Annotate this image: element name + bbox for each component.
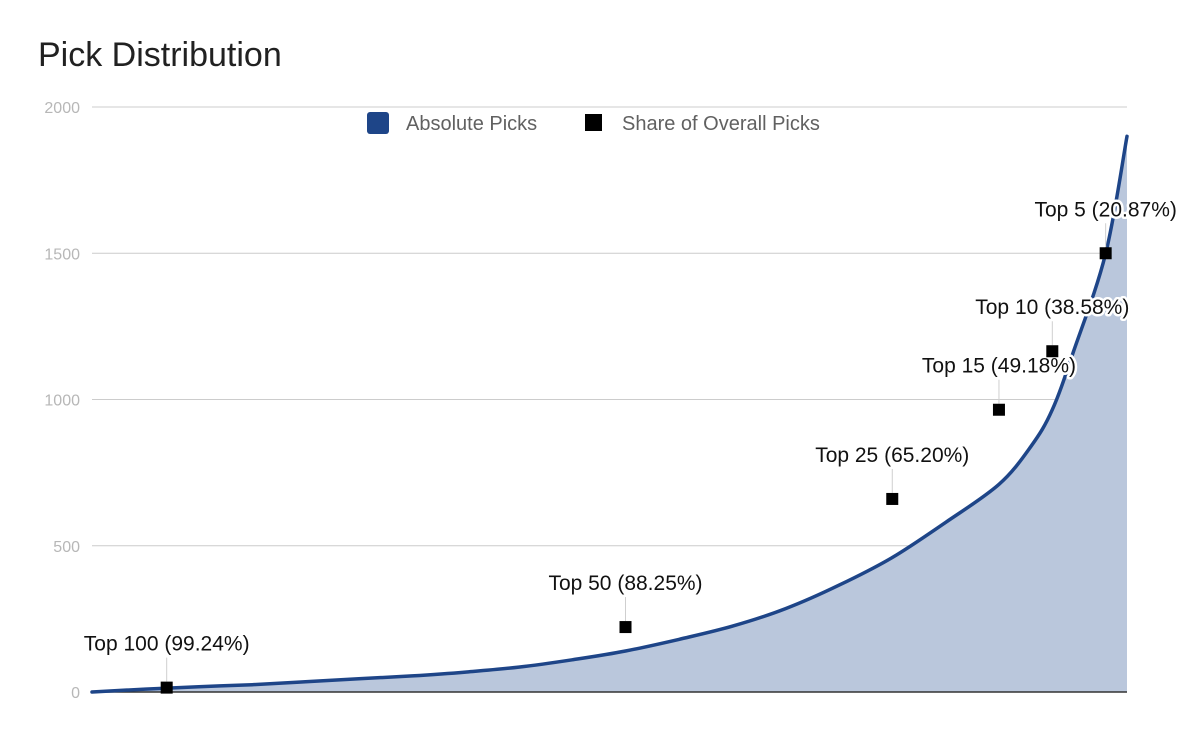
y-tick-label: 1500: [44, 246, 80, 263]
series-line-absolute-picks: [90, 134, 1129, 694]
marker-label: Top 10 (38.58%): [975, 296, 1129, 319]
marker-label: Top 50 (88.25%): [548, 572, 702, 595]
y-tick-label: 500: [53, 539, 80, 556]
marker-group: Top 25 (65.20%): [813, 441, 972, 505]
y-tick-label: 2000: [44, 100, 80, 117]
marker-point: [886, 492, 899, 505]
area-fill-absolute-picks: [92, 136, 1127, 693]
marker-point: [160, 681, 173, 694]
legend: Absolute Picks Share of Overall Picks: [367, 112, 820, 135]
marker-group: Top 10 (38.58%): [973, 294, 1132, 358]
marker-point: [1046, 345, 1059, 358]
marker-group: Top 5 (20.87%): [1032, 196, 1179, 260]
marker-point: [1099, 247, 1112, 260]
marker-label: Top 15 (49.18%): [922, 355, 1076, 378]
marker-label: Top 5 (20.87%): [1034, 198, 1176, 221]
legend-label-share-of-overall-picks: Share of Overall Picks: [622, 113, 820, 135]
marker-label: Top 100 (99.24%): [84, 633, 250, 656]
legend-swatch-absolute-picks: [367, 112, 389, 134]
marker-point: [992, 403, 1005, 416]
y-tick-label: 0: [71, 685, 80, 702]
marker-group: Top 100 (99.24%): [81, 630, 252, 694]
marker-label: Top 25 (65.20%): [815, 444, 969, 467]
marker-group: Top 50 (88.25%): [546, 570, 705, 634]
legend-label-absolute-picks: Absolute Picks: [406, 113, 537, 135]
area-layer: [90, 134, 1129, 694]
grid-lines: [92, 106, 1127, 547]
y-tick-label: 1000: [44, 393, 80, 410]
legend-swatch-share-of-overall-picks: [585, 114, 602, 131]
y-axis-ticks: 0 500 1000 1500 2000: [44, 100, 80, 702]
marker-point: [619, 621, 632, 634]
markers-layer: Top 100 (99.24%) Top 50 (88.25%) Top 25 (6…: [81, 196, 1179, 694]
chart-title: Pick Distribution: [38, 36, 282, 74]
